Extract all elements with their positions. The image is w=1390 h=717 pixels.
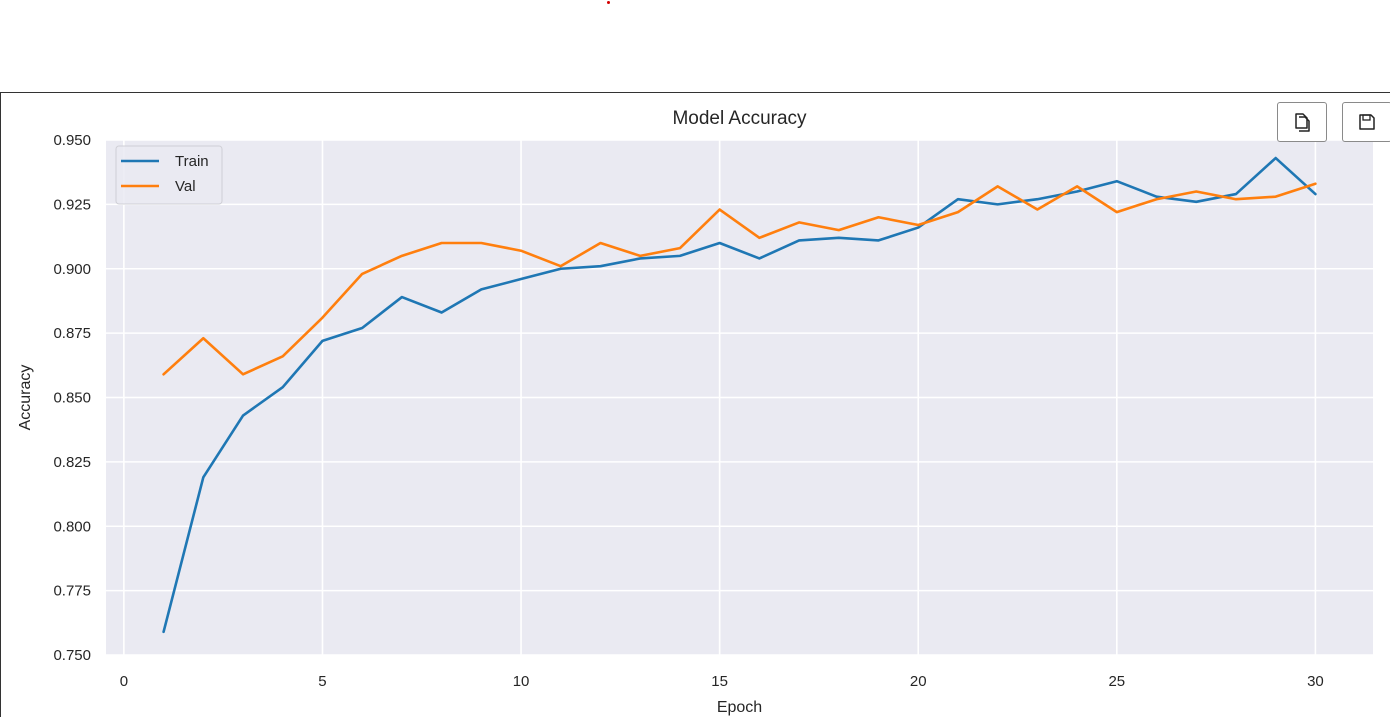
cell-indicator-dot <box>607 1 610 4</box>
x-tick-label: 30 <box>1307 673 1324 690</box>
copy-button[interactable] <box>1277 102 1327 142</box>
y-tick-label: 0.850 <box>53 390 91 407</box>
y-tick-label: 0.800 <box>53 518 91 535</box>
y-tick-label: 0.950 <box>53 132 91 149</box>
y-tick-label: 0.875 <box>53 325 91 342</box>
copy-icon <box>1295 113 1310 132</box>
x-tick-label: 10 <box>513 673 530 690</box>
floppy-disk-icon <box>1359 114 1375 130</box>
x-axis-label: Epoch <box>717 699 762 716</box>
x-tick-label: 25 <box>1108 673 1125 690</box>
series-lines <box>162 156 1317 634</box>
legend: Train Val <box>115 145 223 205</box>
y-tick-label: 0.900 <box>53 261 91 278</box>
y-axis-label: Accuracy <box>17 365 34 431</box>
tick-labels: 0 5 10 15 20 25 30 0.750 0.775 0.800 0.825 0.850 0.8… <box>53 132 1323 690</box>
y-tick-label: 0.750 <box>53 647 91 664</box>
series-line-val <box>162 182 1317 376</box>
x-tick-label: 0 <box>120 673 128 690</box>
series-line-train <box>162 156 1317 634</box>
legend-entry: Val <box>175 178 196 195</box>
legend-entry: Train <box>175 153 209 170</box>
x-tick-label: 15 <box>711 673 728 690</box>
x-tick-label: 20 <box>910 673 927 690</box>
y-tick-label: 0.925 <box>53 196 91 213</box>
y-tick-label: 0.825 <box>53 454 91 471</box>
y-tick-label: 0.775 <box>53 583 91 600</box>
x-tick-label: 5 <box>318 673 326 690</box>
save-button[interactable] <box>1342 102 1390 142</box>
chart-title: Model Accuracy <box>672 108 807 129</box>
